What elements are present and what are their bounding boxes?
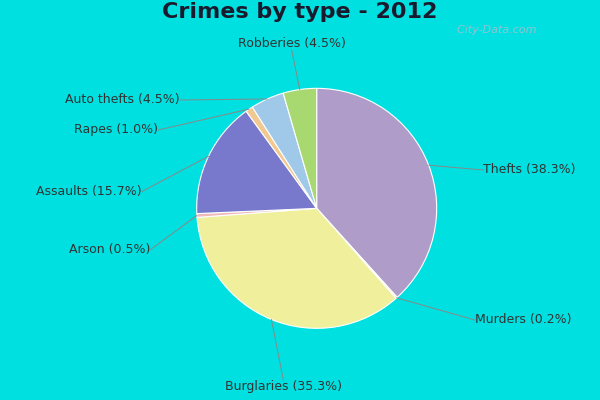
Text: Auto thefts (4.5%): Auto thefts (4.5%) <box>65 94 180 106</box>
Text: Rapes (1.0%): Rapes (1.0%) <box>74 124 158 136</box>
Wedge shape <box>253 93 317 208</box>
Text: Murders (0.2%): Murders (0.2%) <box>475 314 571 326</box>
Wedge shape <box>197 111 317 214</box>
Text: Burglaries (35.3%): Burglaries (35.3%) <box>225 380 342 393</box>
Text: City-Data.com: City-Data.com <box>450 25 536 35</box>
Text: Thefts (38.3%): Thefts (38.3%) <box>484 164 576 176</box>
Wedge shape <box>197 208 317 217</box>
Text: Assaults (15.7%): Assaults (15.7%) <box>36 185 142 198</box>
Text: Robberies (4.5%): Robberies (4.5%) <box>238 37 346 50</box>
Wedge shape <box>246 107 317 208</box>
Text: Arson (0.5%): Arson (0.5%) <box>68 244 150 256</box>
Wedge shape <box>317 88 437 297</box>
Wedge shape <box>317 208 397 298</box>
Text: Crimes by type - 2012: Crimes by type - 2012 <box>163 2 437 22</box>
Wedge shape <box>283 88 317 208</box>
Wedge shape <box>197 208 396 328</box>
